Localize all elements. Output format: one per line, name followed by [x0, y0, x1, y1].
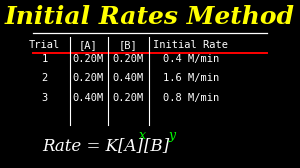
Text: 2: 2 [41, 73, 48, 83]
Text: [B]: [B] [145, 137, 170, 154]
Text: [A]: [A] [78, 40, 97, 50]
Text: [B]: [B] [119, 40, 138, 50]
Text: 0.40M: 0.40M [113, 73, 144, 83]
Text: Initial Rates Method: Initial Rates Method [5, 5, 295, 29]
Text: 3: 3 [41, 93, 48, 103]
Text: y: y [169, 129, 176, 142]
Text: 0.20M: 0.20M [113, 54, 144, 64]
Text: 0.20M: 0.20M [72, 54, 103, 64]
Text: Initial Rate: Initial Rate [153, 40, 228, 50]
Text: 0.40M: 0.40M [72, 93, 103, 103]
Text: 0.20M: 0.20M [72, 73, 103, 83]
Text: 1.6 M/min: 1.6 M/min [163, 73, 219, 83]
Text: x: x [139, 129, 146, 142]
Text: 0.4 M/min: 0.4 M/min [163, 54, 219, 64]
Text: Rate = K[A]: Rate = K[A] [42, 137, 143, 154]
Text: 0.20M: 0.20M [113, 93, 144, 103]
Text: Trial: Trial [29, 40, 60, 50]
Text: 1: 1 [41, 54, 48, 64]
Text: 0.8 M/min: 0.8 M/min [163, 93, 219, 103]
